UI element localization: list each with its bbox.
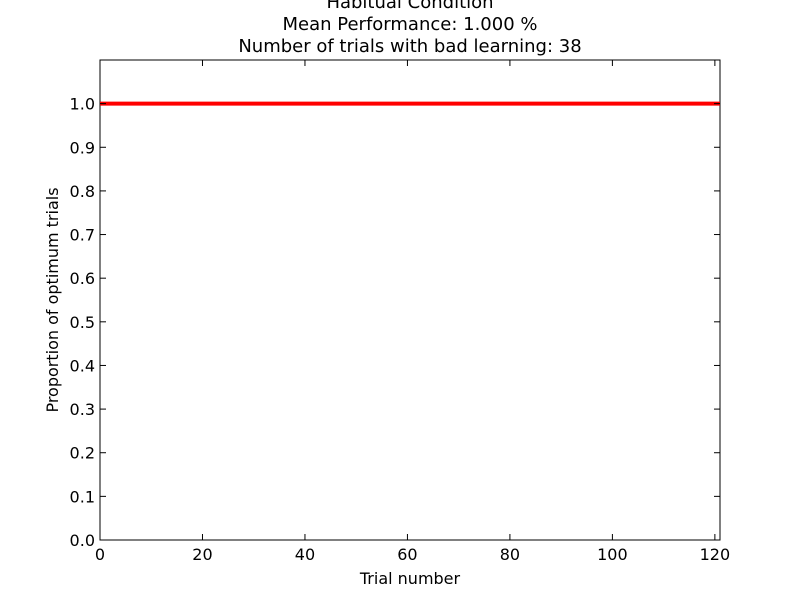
x-tick-label: 40 bbox=[295, 545, 315, 564]
y-tick-label: 0.6 bbox=[70, 269, 95, 288]
x-tick-label: 120 bbox=[700, 545, 731, 564]
chart-title-line-1: Habitual Condition bbox=[326, 0, 493, 13]
y-tick-label: 0.0 bbox=[70, 531, 95, 550]
x-tick-label: 0 bbox=[95, 545, 105, 564]
x-tick-label: 60 bbox=[397, 545, 417, 564]
y-axis-label: Proportion of optimum trials bbox=[43, 187, 62, 412]
y-tick-label: 0.2 bbox=[70, 444, 95, 463]
chart-title-line-3: Number of trials with bad learning: 38 bbox=[238, 36, 581, 57]
x-axis-label: Trial number bbox=[359, 569, 461, 588]
y-tick-label: 0.7 bbox=[70, 226, 95, 245]
y-tick-label: 0.3 bbox=[70, 400, 95, 419]
y-tick-label: 0.4 bbox=[70, 356, 95, 375]
plot-frame bbox=[99, 59, 721, 541]
y-tick-label: 1.0 bbox=[70, 95, 95, 114]
y-tick-label: 0.1 bbox=[70, 487, 95, 506]
x-tick-label: 20 bbox=[192, 545, 212, 564]
chart-title-line-2: Mean Performance: 1.000 % bbox=[283, 14, 538, 35]
y-tick-label: 0.9 bbox=[70, 138, 95, 157]
y-tick-label: 0.8 bbox=[70, 182, 95, 201]
x-tick-label: 80 bbox=[500, 545, 520, 564]
chart-title: Habitual Condition Mean Performance: 1.0… bbox=[238, 0, 581, 57]
y-axis-ticks: 0.0 0.1 0.2 0.3 0.4 0.5 0.6 0.7 0.8 0.9 1.0 bbox=[70, 95, 720, 550]
x-axis-ticks: 0 20 40 60 80 100 120 bbox=[95, 60, 730, 564]
x-tick-label: 100 bbox=[597, 545, 628, 564]
y-tick-label: 0.5 bbox=[70, 313, 95, 332]
plot-area bbox=[99, 59, 721, 541]
